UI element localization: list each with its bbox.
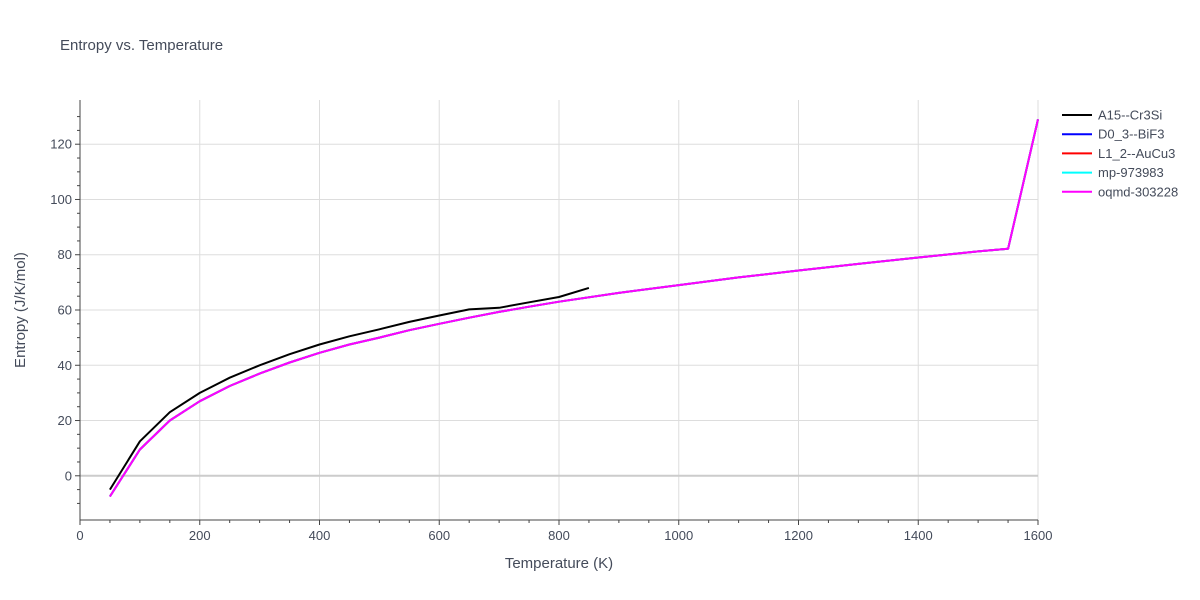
y-tick-label: 40: [58, 358, 72, 373]
legend-item-D0_3--BiF3[interactable]: D0_3--BiF3: [1062, 127, 1164, 142]
x-axis-label: Temperature (K): [505, 555, 613, 572]
x-tick-label: 1000: [664, 528, 693, 543]
y-axis-label: Entropy (J/K/mol): [12, 252, 29, 368]
x-tick-label: 1600: [1024, 528, 1053, 543]
legend-item-A15--Cr3Si[interactable]: A15--Cr3Si: [1062, 108, 1162, 123]
legend-label: D0_3--BiF3: [1098, 127, 1164, 142]
x-tick-label: 400: [309, 528, 331, 543]
legend-label: A15--Cr3Si: [1098, 108, 1162, 123]
legend-item-L1_2--AuCu3[interactable]: L1_2--AuCu3: [1062, 146, 1175, 161]
grid: [80, 100, 1039, 520]
y-tick-label: 100: [50, 192, 72, 207]
x-tick-label: 200: [189, 528, 211, 543]
axes: 0 200 400 600 800 1000 1200 1400 1600 0 20 40 60 80 10…: [50, 100, 1052, 543]
series-line-D0_3--BiF3[interactable]: [109, 119, 1039, 498]
legend-item-oqmd-303228[interactable]: oqmd-303228: [1062, 184, 1178, 199]
x-tick-label: 800: [548, 528, 570, 543]
y-tick-label: 20: [58, 413, 72, 428]
series-line-A15--Cr3Si[interactable]: [109, 286, 590, 491]
y-tick-label: 120: [50, 137, 72, 152]
series-line-L1_2--AuCu3[interactable]: [109, 119, 1039, 498]
legend-label: oqmd-303228: [1098, 184, 1178, 199]
y-tick-label: 80: [58, 247, 72, 262]
legend[interactable]: A15--Cr3Si D0_3--BiF3 L1_2--AuCu3 mp-973983…: [1062, 108, 1178, 200]
x-tick-label: 1400: [904, 528, 933, 543]
y-tick-label: 60: [58, 303, 72, 318]
legend-item-mp-973983[interactable]: mp-973983: [1062, 165, 1164, 180]
x-tick-label: 0: [76, 528, 83, 543]
chart-title: Entropy vs. Temperature: [60, 37, 223, 54]
x-tick-label: 1200: [784, 528, 813, 543]
y-tick-label: 0: [65, 468, 72, 483]
legend-label: L1_2--AuCu3: [1098, 146, 1175, 161]
series-line-oqmd-303228[interactable]: [109, 119, 1039, 498]
series-line-mp-973983[interactable]: [109, 119, 1039, 498]
legend-label: mp-973983: [1098, 165, 1164, 180]
plot-area[interactable]: [109, 119, 1039, 498]
x-tick-label: 600: [428, 528, 450, 543]
